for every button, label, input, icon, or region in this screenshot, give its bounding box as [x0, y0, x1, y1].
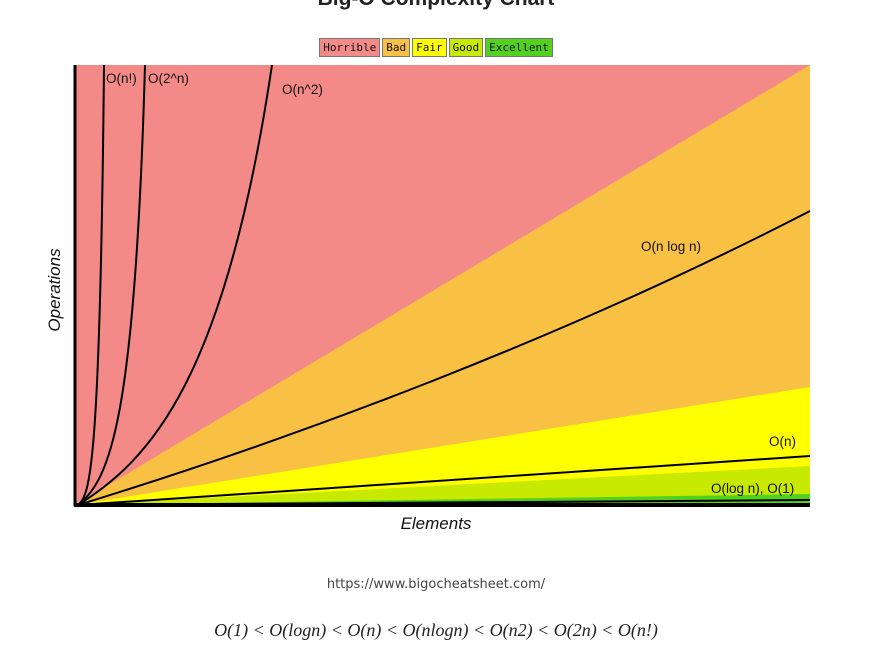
label-log-constant: O(log n), O(1): [711, 481, 794, 496]
label-exponential: O(2^n): [148, 71, 189, 86]
curve-factorial: [77, 64, 105, 506]
curve-exponential: [77, 64, 146, 506]
legend: Horrible Bad Fair Good Excellent: [0, 38, 872, 57]
legend-item-good: Good: [448, 38, 484, 57]
legend-item-bad: Bad: [382, 38, 411, 57]
region-bad: [75, 65, 810, 505]
curve-nlogn: [77, 210, 811, 506]
legend-item-excellent: Excellent: [485, 38, 553, 57]
label-linear: O(n): [769, 434, 796, 449]
region-fair: [75, 387, 810, 505]
y-axis-label: Operations: [45, 248, 64, 332]
curve-linear: [77, 455, 811, 506]
curve-quadratic: [77, 64, 273, 506]
legend-item-fair: Fair: [412, 38, 447, 57]
x-axis-label: Elements: [400, 514, 472, 533]
label-nlogn: O(n log n): [641, 239, 701, 254]
chart-title: Big-O Complexity Chart: [0, 0, 872, 11]
label-factorial: O(n!): [106, 71, 137, 86]
source-url[interactable]: https://www.bigocheatsheet.com/: [326, 577, 546, 592]
legend-item-horrible: Horrible: [319, 38, 381, 57]
region-good: [75, 466, 810, 505]
complexity-order-formula: O(1) < O(logn) < O(n) < O(nlogn) < O(n2)…: [214, 620, 658, 640]
label-quadratic: O(n^2): [282, 82, 323, 97]
